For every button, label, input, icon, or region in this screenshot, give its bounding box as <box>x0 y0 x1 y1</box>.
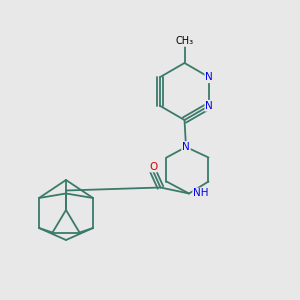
Text: N: N <box>182 142 190 152</box>
Text: NH: NH <box>193 188 209 199</box>
Text: N: N <box>205 101 213 111</box>
Text: CH₃: CH₃ <box>176 36 194 46</box>
Text: N: N <box>205 72 213 82</box>
Text: O: O <box>149 161 157 172</box>
